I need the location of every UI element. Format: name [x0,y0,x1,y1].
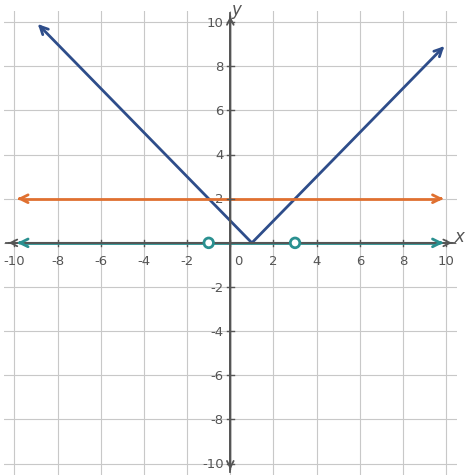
Text: x: x [454,228,464,246]
Text: -8: -8 [51,254,64,268]
Text: -2: -2 [180,254,194,268]
Text: 0: 0 [235,254,243,268]
Text: -2: -2 [211,281,224,294]
Circle shape [204,238,213,248]
Text: y: y [232,1,242,19]
Text: -6: -6 [211,369,224,382]
Text: 10: 10 [438,254,455,268]
Text: 6: 6 [215,105,224,118]
Text: 6: 6 [356,254,364,268]
Text: -4: -4 [211,325,224,338]
Text: 10: 10 [207,17,224,30]
Text: -10: -10 [202,457,224,470]
Text: 4: 4 [312,254,321,268]
Text: -6: -6 [94,254,107,268]
Text: -4: -4 [137,254,151,268]
Text: 4: 4 [215,149,224,162]
Text: 2: 2 [215,193,224,206]
Text: -10: -10 [4,254,25,268]
Text: 8: 8 [215,60,224,74]
Text: 8: 8 [399,254,407,268]
Circle shape [290,238,300,248]
Text: 2: 2 [269,254,278,268]
Text: -8: -8 [211,413,224,426]
